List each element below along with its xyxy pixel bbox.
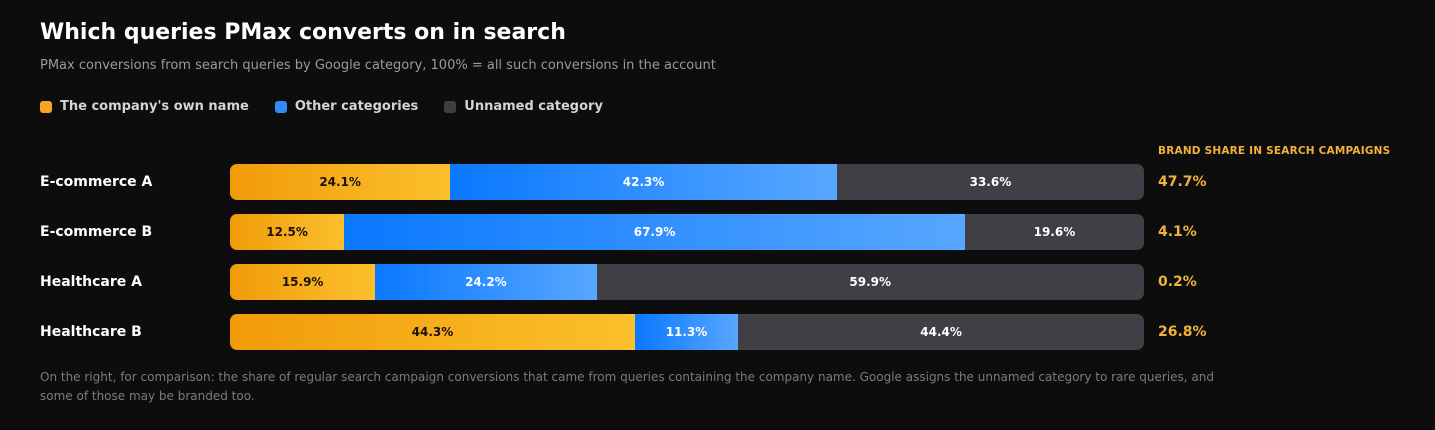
legend-label-brand: The company's own name	[60, 99, 249, 114]
legend-swatch-unnamed	[444, 100, 457, 113]
stacked-bar: 12.5% 67.9% 19.6%	[230, 214, 1144, 250]
chart-title: Which queries PMax converts on in search	[40, 20, 566, 45]
bar-segment-brand: 15.9%	[230, 264, 376, 300]
category-label: E-commerce A	[40, 174, 153, 190]
bar-segment-brand: 44.3%	[230, 314, 635, 350]
bar-segment-unnamed: 44.4%	[738, 314, 1144, 350]
brand-share-value: 4.1%	[1158, 224, 1197, 240]
legend-item-brand: The company's own name	[40, 99, 249, 114]
legend-label-unnamed: Unnamed category	[464, 99, 603, 114]
stacked-bar: 15.9% 24.2% 59.9%	[230, 264, 1144, 300]
legend-label-other: Other categories	[294, 99, 419, 114]
brand-share-value: 26.8%	[1158, 324, 1207, 340]
category-label: E-commerce B	[40, 224, 153, 240]
bar-segment-unnamed: 19.6%	[964, 214, 1144, 250]
bar-segment-unnamed: 33.6%	[836, 164, 1144, 200]
chart-subtitle: PMax conversions from search queries by …	[40, 58, 716, 73]
side-column-heading: BRAND SHARE IN SEARCH CAMPAIGNS	[1158, 145, 1391, 157]
bar-segment-other: 67.9%	[344, 214, 965, 250]
bar-segment-brand: 12.5%	[230, 214, 345, 250]
stacked-bar: 24.1% 42.3% 33.6%	[230, 164, 1144, 200]
category-label: Healthcare B	[40, 324, 142, 340]
bar-segment-other: 24.2%	[375, 264, 597, 300]
bar-segment-other: 42.3%	[450, 164, 837, 200]
brand-share-value: 0.2%	[1158, 274, 1197, 290]
legend-item-unnamed: Unnamed category	[444, 99, 603, 114]
legend-swatch-brand	[40, 100, 52, 113]
bar-segment-other: 11.3%	[634, 314, 739, 350]
footnote: On the right, for comparison: the share …	[40, 370, 1214, 403]
legend: The company's own name Other categories …	[40, 99, 603, 114]
category-label: Healthcare A	[40, 274, 142, 290]
stacked-bar: 44.3% 11.3% 44.4%	[230, 314, 1144, 350]
legend-item-other: Other categories	[274, 99, 419, 114]
bar-segment-brand: 24.1%	[230, 164, 451, 200]
brand-share-value: 47.7%	[1158, 174, 1207, 190]
legend-swatch-other	[274, 100, 287, 113]
bar-segment-unnamed: 59.9%	[596, 264, 1144, 300]
